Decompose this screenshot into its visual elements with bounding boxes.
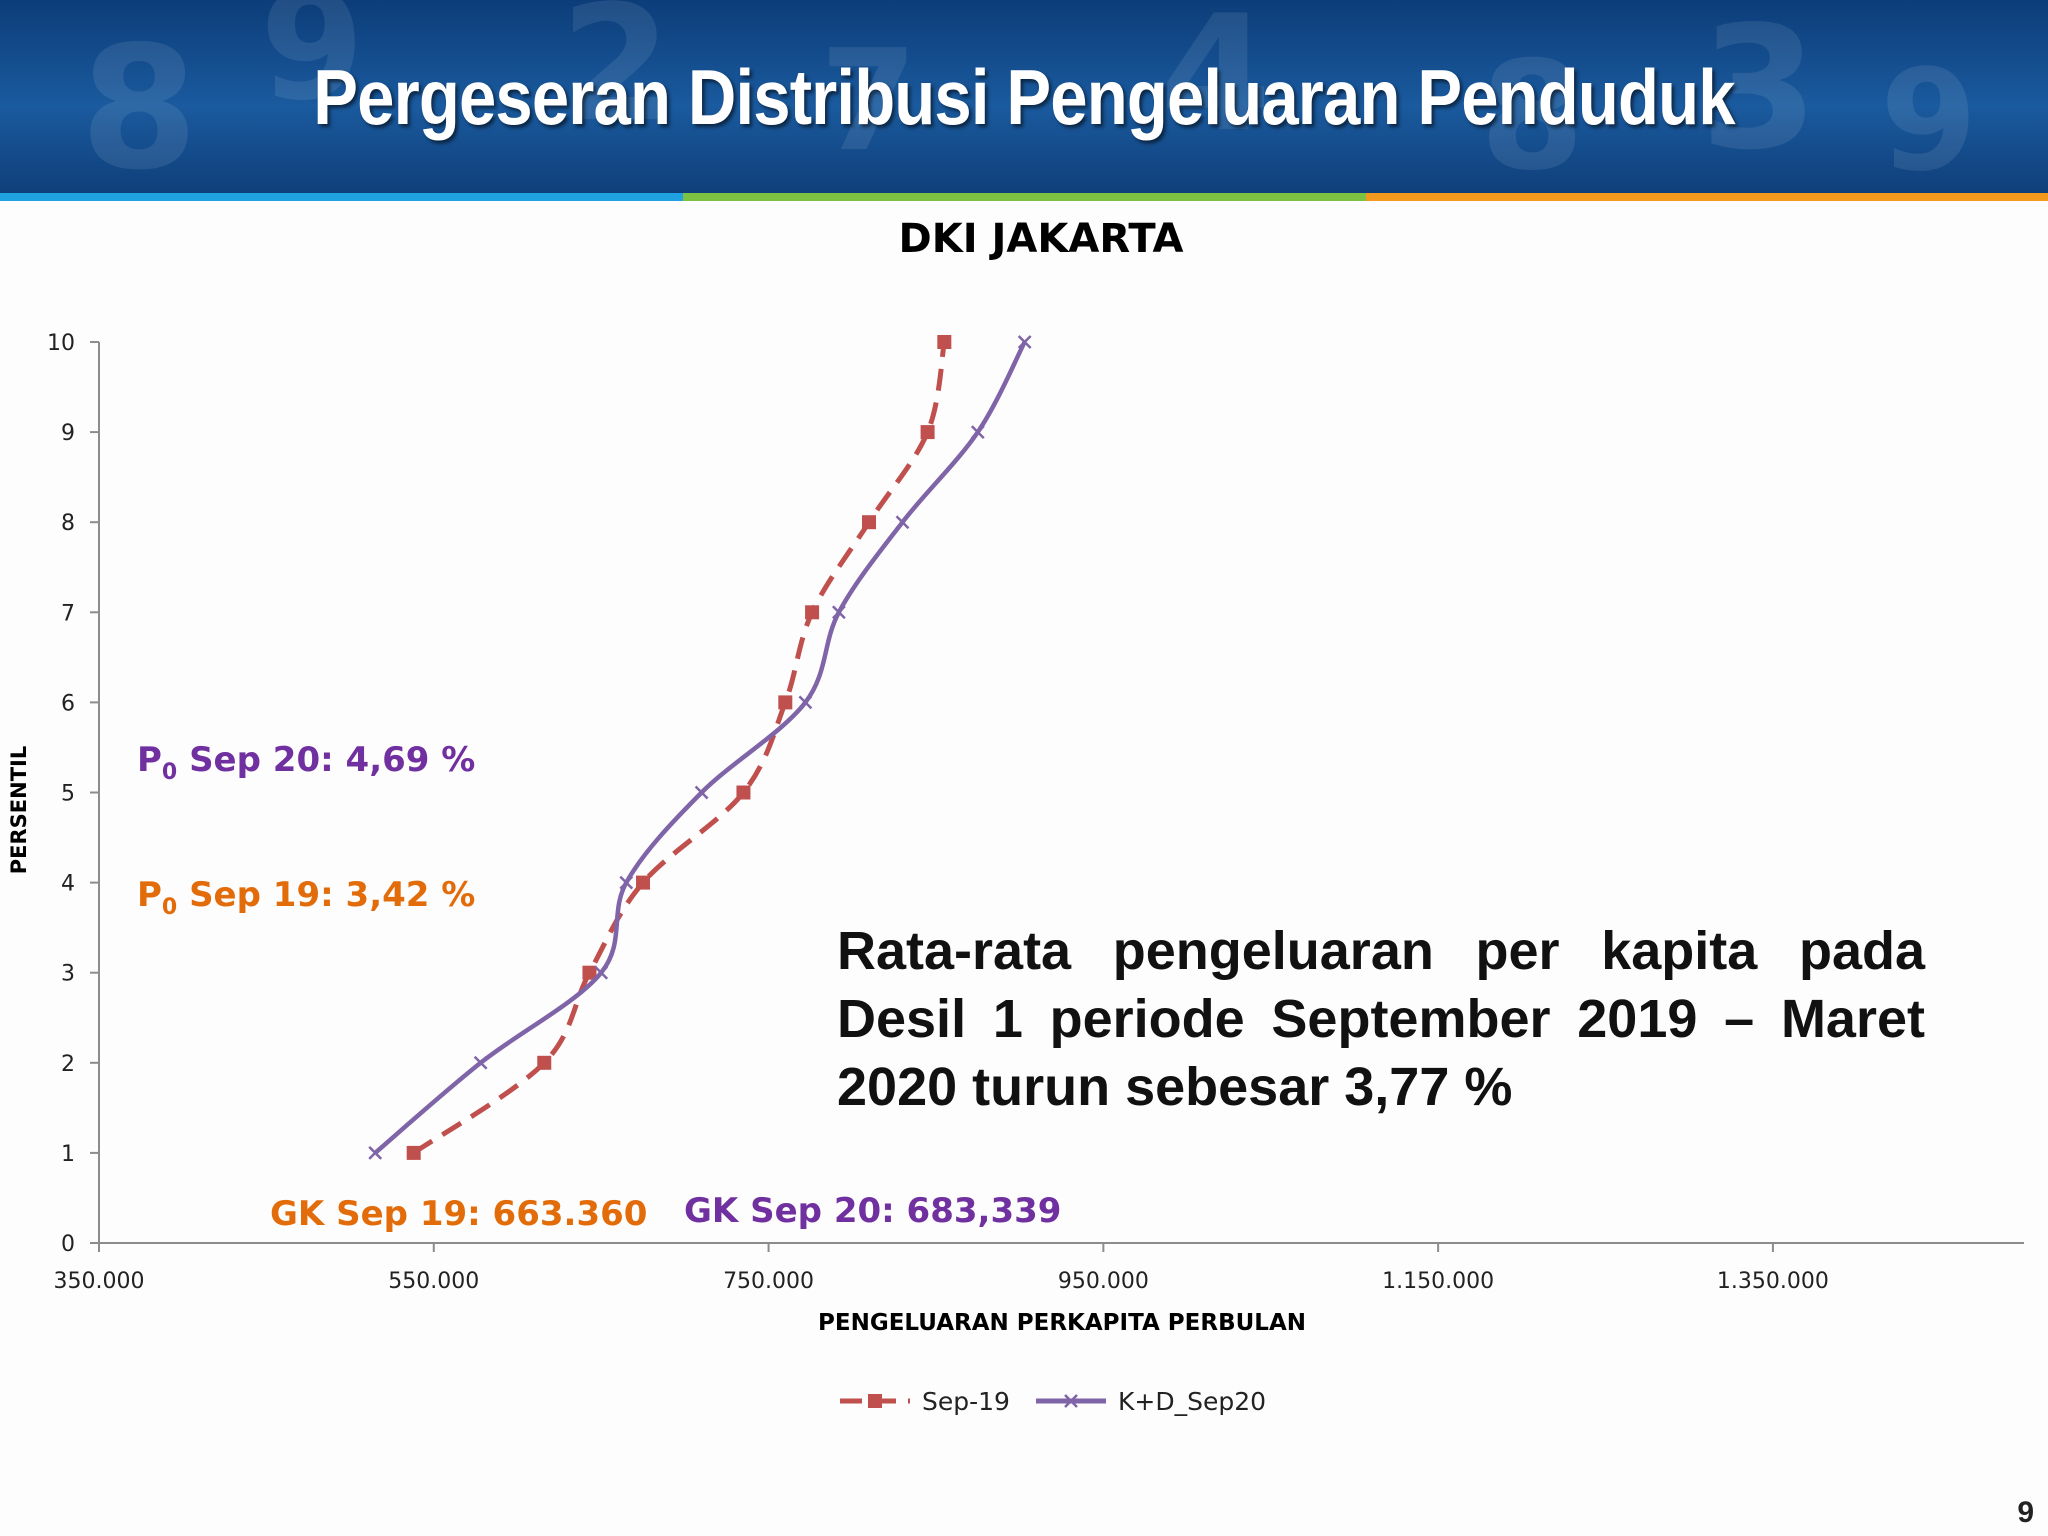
data-point-sep19 [937,335,952,349]
series-line-0 [412,341,947,1155]
gk-sep19-note: GK Sep 19: 663.360 [270,1194,648,1234]
chart-title: DKI JAKARTA [899,216,1184,262]
data-point-sep19 [736,785,751,800]
chart-legend: Sep-19 K+D_Sep20 [840,1387,1266,1416]
x-tick-label: 1.150.000 [1382,1269,1494,1294]
header-stripe-orange [1366,193,2048,201]
page-number: 9 [2017,1496,2034,1529]
legend-label-1: K+D_Sep20 [1118,1387,1266,1416]
chart-series [368,335,1032,1160]
decorative-digits: 9 [260,0,365,134]
p0-sep19-sub: 0 [161,895,178,920]
p0-sep19-prefix: P [137,875,162,915]
y-tick-label: 6 [61,691,75,716]
p0-sep19-text: Sep 19: 3,42 % [177,875,476,915]
data-point-sep20 [798,695,813,710]
data-point-sep19 [778,695,793,710]
y-tick-label: 3 [61,962,75,987]
data-point-sep19 [862,515,876,530]
summary-text: Rata-rata pengeluaran per kapita pada De… [837,921,1925,1117]
y-axis-label: PERSENTIL [7,746,31,874]
data-point-sep19 [406,1145,421,1160]
data-point-sep20 [831,605,846,620]
slide-header: 8 9 2 7 4 8 3 9 Pergeseran Distribusi Pe… [0,0,2048,193]
decorative-digits: 7 [820,20,918,183]
y-tick-label: 10 [47,331,75,356]
legend-label-0: Sep-19 [922,1387,1010,1416]
y-tick-label: 1 [61,1142,75,1167]
data-point-sep19 [805,605,820,620]
y-tick-label: 4 [61,872,75,897]
gk-sep20-note: GK Sep 20: 683,339 [684,1191,1062,1231]
decorative-digits: 4 [1160,0,1272,167]
y-tick-label: 2 [61,1052,75,1077]
series-line-1 [373,340,1027,1155]
x-tick-label: 350.000 [54,1269,145,1294]
x-axis-label: PENGELUARAN PERKAPITA PERBULAN [818,1310,1306,1336]
data-point-sep20 [473,1055,488,1070]
header-stripe-blue [0,193,683,201]
p0-sep20-note: P0 Sep 20: 4,69 % [137,740,475,785]
x-tick-label: 1.350.000 [1717,1269,1829,1294]
x-tick-label: 950.000 [1058,1269,1149,1294]
data-point-sep19 [636,875,651,890]
p0-sep19-note: P0 Sep 19: 3,42 % [137,875,475,920]
y-tick-label: 0 [61,1232,75,1257]
decorative-digits: 8 [80,10,199,193]
y-tick-label: 7 [61,601,75,626]
p0-sep20-text: Sep 20: 4,69 % [177,740,476,780]
legend-marker-sep19 [868,1394,882,1408]
chart-axes: 0 1 2 3 4 5 6 7 8 9 10 350.000 550.000 750.000 950.000… [47,331,2024,1294]
legend-marker-sep20 [1064,1394,1078,1408]
x-tick-label: 750.000 [723,1269,814,1294]
data-point-sep20 [368,1146,383,1160]
data-point-sep19 [920,425,935,440]
y-tick-label: 8 [61,511,75,536]
decorative-digits: 3 [1700,0,1819,188]
data-point-sep20 [694,785,709,800]
data-point-sep20 [594,965,609,980]
data-point-sep20 [895,515,910,530]
data-point-sep19 [537,1055,552,1070]
p0-sep20-prefix: P [137,740,162,780]
data-point-sep20 [970,425,985,439]
slide-title: Pergeseran Distribusi Pengeluaran Pendud… [313,53,1735,141]
x-tick-label: 550.000 [388,1269,479,1294]
y-tick-label: 5 [61,782,75,807]
p0-sep20-sub: 0 [161,760,178,785]
y-tick-label: 9 [61,421,75,446]
data-point-sep20 [619,875,634,890]
decorative-digits: 8 [1480,30,1585,193]
data-point-sep19 [582,965,597,980]
decorative-digits: 2 [560,0,672,157]
data-point-sep20 [1017,335,1032,349]
decorative-digits: 9 [1880,40,1978,193]
header-stripe-green [683,193,1366,201]
